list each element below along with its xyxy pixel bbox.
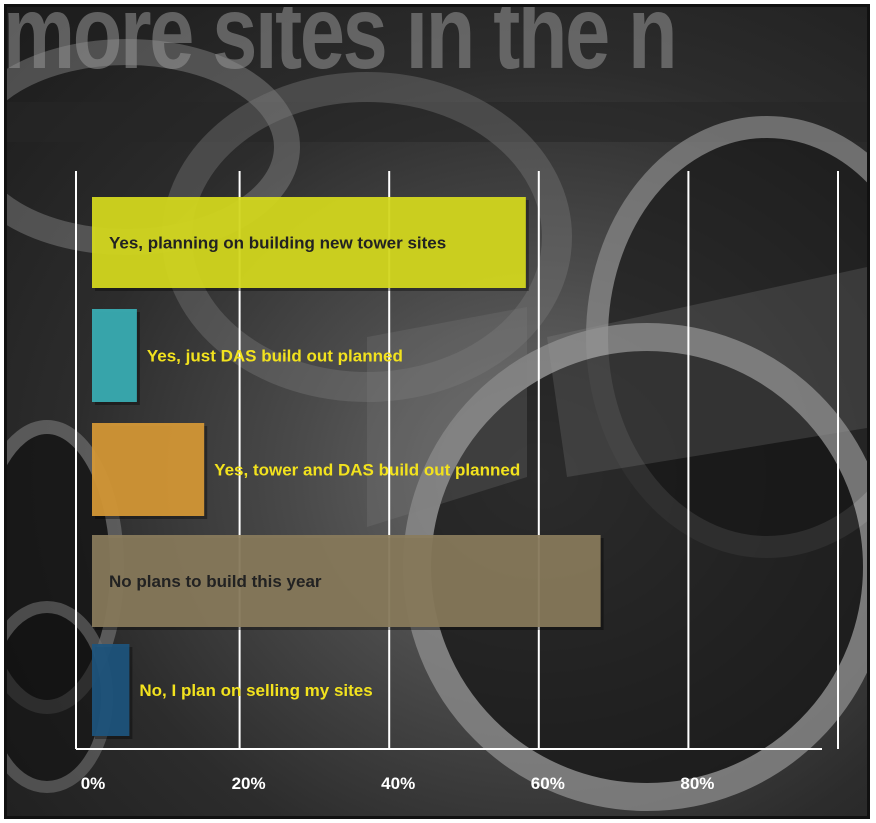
bar [92, 535, 601, 627]
x-tick-label: 20% [232, 774, 266, 793]
bar [92, 197, 526, 288]
bar-label: Yes, tower and DAS build out planned [214, 461, 520, 480]
x-tick-label: 40% [381, 774, 415, 793]
x-tick-label: 60% [531, 774, 565, 793]
bar-chart: Yes, planning on building new tower site… [75, 171, 839, 793]
bar [92, 644, 130, 736]
x-tick-label: 80% [680, 774, 714, 793]
bar [92, 423, 205, 516]
x-tick-label: 0% [81, 774, 106, 793]
bar-label: Yes, planning on building new tower site… [109, 234, 446, 253]
bar [92, 309, 137, 402]
chart-frame: more sites in the n Yes, planning on bui… [4, 4, 870, 819]
bar-label: Yes, just DAS build out planned [147, 347, 403, 366]
bar-label: No plans to build this year [109, 572, 322, 591]
background-headline: more sites in the n [4, 4, 678, 91]
bar-label: No, I plan on selling my sites [139, 681, 372, 700]
